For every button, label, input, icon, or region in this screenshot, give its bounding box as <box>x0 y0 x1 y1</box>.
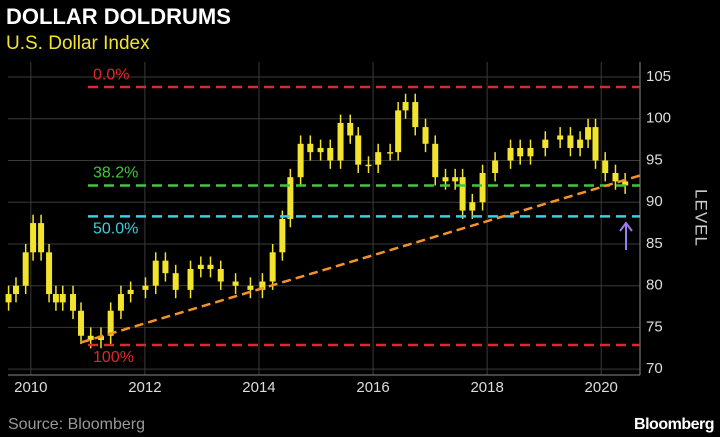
x-tick-label: 2012 <box>128 379 161 396</box>
candle-body <box>337 122 344 161</box>
candle-body <box>70 294 77 311</box>
candle-body <box>207 264 214 269</box>
candle-body <box>12 285 19 295</box>
y-tick-label: 105 <box>646 68 671 85</box>
y-tick-label: 85 <box>646 235 663 252</box>
candle-body <box>297 143 304 178</box>
chart-title: DOLLAR DOLDRUMS <box>6 4 231 29</box>
candle-body <box>279 218 286 253</box>
candle-body <box>365 164 372 167</box>
candle-body <box>557 135 564 140</box>
candle-body <box>585 127 592 140</box>
candle-body <box>269 252 276 282</box>
arrow <box>619 221 633 250</box>
candle-body <box>197 264 204 269</box>
candle-body <box>127 289 134 295</box>
y-axis-title: LEVEL <box>692 189 711 247</box>
candle-body <box>517 147 524 157</box>
candle-body <box>247 285 254 290</box>
candle-body <box>602 160 609 174</box>
brand: Bloomberg <box>634 416 714 433</box>
y-tick-label: 75 <box>646 318 663 335</box>
x-tick-label: 2018 <box>470 379 503 396</box>
candle-body <box>412 102 419 128</box>
candle-body <box>78 310 85 336</box>
level-label: 50.0% <box>93 221 138 238</box>
candle-body <box>307 143 314 153</box>
x-tick-label: 2016 <box>356 379 389 396</box>
candle-body <box>387 152 394 154</box>
candle-body <box>87 335 94 340</box>
candle-body <box>59 294 66 303</box>
candle-body <box>402 102 409 111</box>
candle-body <box>107 310 114 336</box>
candle-body <box>38 223 45 253</box>
candle-body <box>592 127 599 161</box>
candle-body <box>622 181 629 186</box>
candle-body <box>30 223 37 253</box>
candle-body <box>527 147 534 157</box>
candle-body <box>442 177 449 182</box>
candle-body <box>492 160 499 174</box>
candle-body <box>469 202 476 211</box>
candle-body <box>142 285 149 290</box>
candle-body <box>452 177 459 182</box>
candle-body <box>217 268 224 282</box>
candle-body <box>612 173 619 182</box>
y-tick-label: 90 <box>646 193 663 210</box>
candle-body <box>117 294 124 311</box>
chart-subtitle: U.S. Dollar Index <box>6 33 150 54</box>
y-tick-label: 70 <box>646 360 663 377</box>
y-tick-label: 80 <box>646 277 663 294</box>
x-tick-label: 2010 <box>14 379 47 396</box>
candle-body <box>432 143 439 178</box>
y-tick-label: 100 <box>646 110 671 127</box>
candle-body <box>187 268 194 290</box>
candle-body <box>355 135 362 165</box>
candle-body <box>459 177 466 211</box>
candle-body <box>422 127 429 144</box>
candle-body <box>287 177 294 219</box>
candle-body <box>46 252 53 295</box>
x-tick-label: 2020 <box>585 379 618 396</box>
candle-body <box>375 152 382 165</box>
level-label: 38.2% <box>93 165 138 182</box>
candle-body <box>162 260 169 274</box>
source: Source: Bloomberg <box>8 416 145 433</box>
candle-body <box>327 147 334 161</box>
candle-body <box>97 335 104 340</box>
candle-body <box>479 173 486 203</box>
level-label: 0.0% <box>93 66 129 83</box>
candle-body <box>347 122 354 136</box>
candle-body <box>152 260 159 286</box>
y-tick-label: 95 <box>646 151 663 168</box>
candle-body <box>395 110 402 153</box>
candle-body <box>317 147 324 153</box>
level-label: 100% <box>93 349 134 366</box>
candle-body <box>542 139 549 148</box>
candle-body <box>52 294 59 303</box>
candle-body <box>172 273 179 290</box>
candle-body <box>232 281 239 286</box>
candle-body <box>5 294 12 303</box>
candle-body <box>259 281 266 290</box>
candle-body <box>507 147 514 161</box>
candle-body <box>567 135 574 148</box>
candle-body <box>577 139 584 148</box>
candle-body <box>22 252 29 286</box>
x-tick-label: 2014 <box>242 379 275 396</box>
